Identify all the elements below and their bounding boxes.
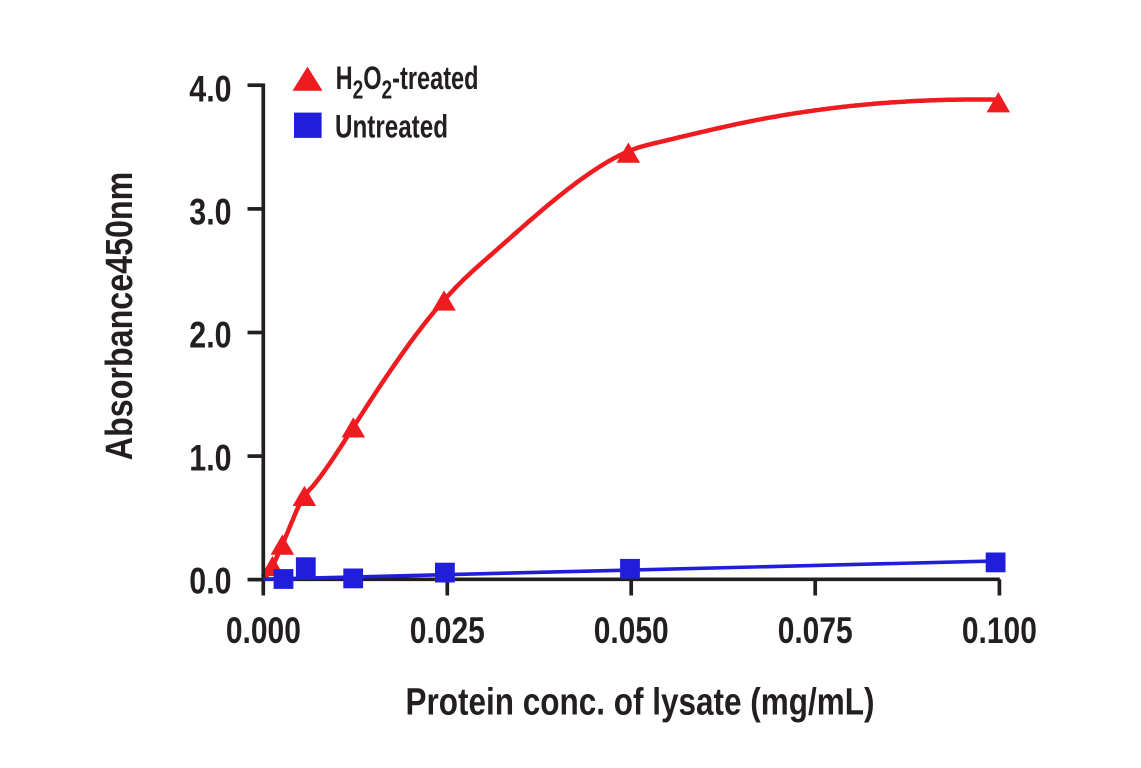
svg-text:0.075: 0.075 xyxy=(778,610,853,651)
svg-text:Absorbance450nm: Absorbance450nm xyxy=(99,172,141,461)
svg-text:4.0: 4.0 xyxy=(189,69,231,110)
svg-text:0.100: 0.100 xyxy=(962,610,1037,651)
svg-text:0.0: 0.0 xyxy=(189,561,231,602)
svg-text:Protein conc. of lysate (mg/mL: Protein conc. of lysate (mg/mL) xyxy=(406,681,875,723)
svg-text:0.025: 0.025 xyxy=(410,610,485,651)
svg-text:Untreated: Untreated xyxy=(335,109,448,145)
svg-text:0.000: 0.000 xyxy=(226,610,301,651)
svg-text:0.050: 0.050 xyxy=(594,610,669,651)
svg-text:3.0: 3.0 xyxy=(189,192,231,233)
svg-text:2.0: 2.0 xyxy=(189,315,231,356)
svg-text:1.0: 1.0 xyxy=(189,438,231,479)
